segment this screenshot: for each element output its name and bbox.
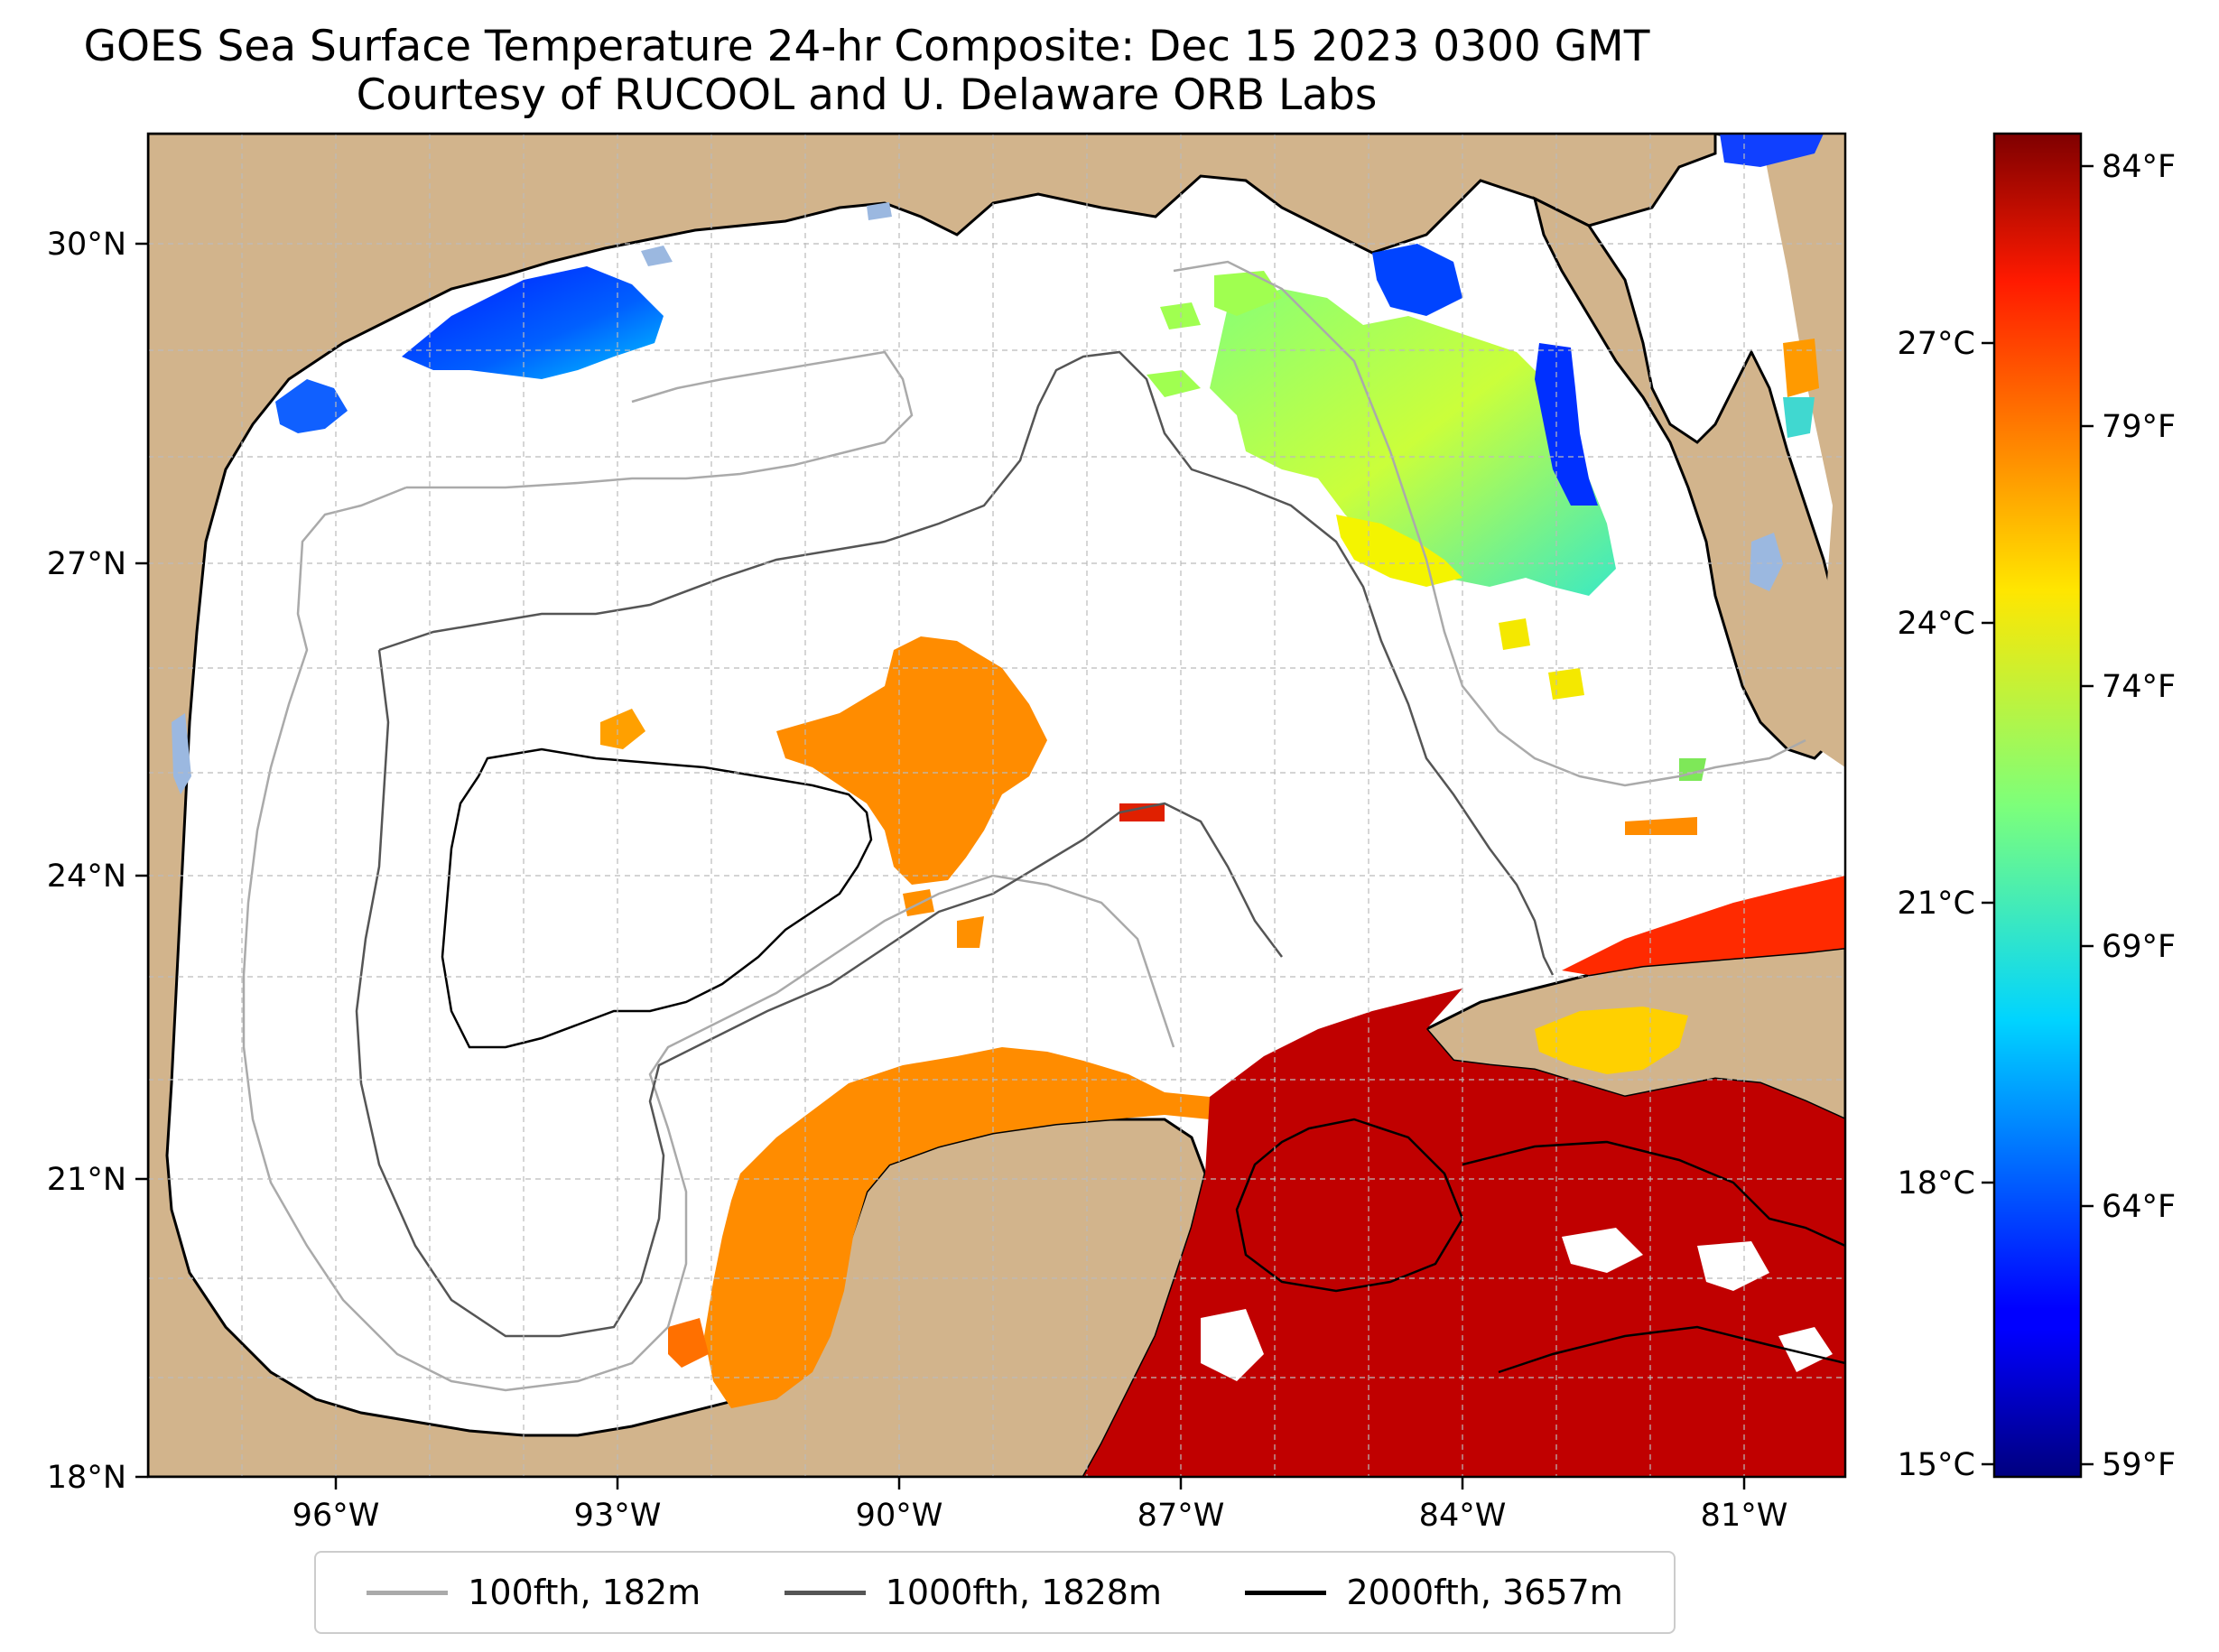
lon-label: 84°W (1419, 1498, 1507, 1534)
legend-label: 100fth, 182m (468, 1573, 701, 1612)
sst-caribbean (1083, 988, 1845, 1477)
celsius-label: 27°C (1898, 326, 1975, 362)
sst-ne-blue (1372, 244, 1462, 316)
lat-label: 21°N (47, 1162, 126, 1198)
lon-label: 87°W (1137, 1498, 1225, 1534)
sst-cuba-north (1562, 876, 1845, 975)
celsius-label: 24°C (1898, 606, 1975, 642)
lat-ticks (135, 242, 148, 1479)
legend-item-1000fth: 1000fth, 1828m (784, 1573, 1162, 1612)
colorbar-fahrenheit-labels: 84°F 79°F 74°F 69°F 64°F 59°F (2102, 149, 2176, 1483)
sst-ne-yellow (1336, 515, 1462, 587)
fahrenheit-label: 74°F (2102, 669, 2176, 705)
fahrenheit-label: 59°F (2102, 1447, 2176, 1483)
sst-campeche-w (668, 1318, 709, 1368)
lake-okeechobee (1750, 533, 1783, 591)
sst-nw-texas (402, 266, 664, 379)
sst-fl-blue (1535, 343, 1598, 506)
lon-label: 93°W (574, 1498, 662, 1534)
lon-ticks (334, 1477, 1746, 1490)
contour-2000fth (441, 747, 1845, 1374)
contour-100fth (242, 260, 1806, 1392)
map-subtitle: Courtesy of RUCOOL and U. Delaware ORB L… (356, 70, 1378, 120)
lon-label: 96°W (292, 1498, 380, 1534)
legend-line-1000fth (784, 1590, 866, 1595)
map-frame (146, 132, 1847, 1479)
sst-nw-greens (1147, 271, 1282, 397)
lat-labels: 30°N 27°N 24°N 21°N 18°N (47, 227, 126, 1496)
sst-central-orange (776, 636, 1047, 885)
sst-fl-east-orange (1783, 339, 1819, 397)
land-florida-east (1760, 134, 1845, 767)
map-title: GOES Sea Surface Temperature 24-hr Compo… (83, 22, 1650, 71)
legend-item-100fth: 100fth, 182m (367, 1573, 701, 1612)
fahrenheit-label: 69°F (2102, 929, 2176, 965)
colorbar-celsius-labels: 27°C 24°C 21°C 18°C 15°C (1898, 326, 1975, 1483)
fahrenheit-label: 84°F (2102, 149, 2176, 185)
colorbar (1992, 132, 2083, 1479)
sst-fl-east (1720, 134, 1824, 167)
legend-label: 2000fth, 3657m (1346, 1573, 1623, 1612)
legend-line-100fth (367, 1590, 449, 1595)
sst-fl-small (1499, 618, 1584, 700)
sst-nw-small (275, 379, 348, 433)
fahrenheit-label: 64°F (2102, 1189, 2176, 1225)
colorbar-celsius-ticks (1982, 341, 1994, 1466)
legend-item-2000fth: 2000fth, 3657m (1245, 1573, 1623, 1612)
sst-small-orange (600, 709, 645, 749)
celsius-label: 21°C (1898, 886, 1975, 922)
legend-line-2000fth (1245, 1590, 1327, 1595)
lon-label: 90°W (856, 1498, 943, 1534)
celsius-label: 15°C (1898, 1447, 1975, 1483)
contour-legend: 100fth, 182m 1000fth, 1828m 2000fth, 365… (314, 1551, 1676, 1634)
lon-labels: 96°W 93°W 90°W 87°W 84°W 81°W (292, 1498, 1788, 1534)
lat-label: 27°N (47, 546, 126, 582)
celsius-label: 18°C (1898, 1165, 1975, 1202)
sst-red-spot (1119, 803, 1165, 821)
sst-small-orange-2 (903, 889, 984, 948)
lake-pontchartrain (641, 202, 892, 266)
lat-label: 24°N (47, 858, 126, 895)
sst-ne-shelf (1210, 289, 1616, 596)
lake-texas (172, 713, 191, 794)
legend-label: 1000fth, 1828m (885, 1573, 1162, 1612)
lon-label: 81°W (1701, 1498, 1788, 1534)
fahrenheit-label: 79°F (2102, 409, 2176, 445)
sst-keys-orange (1625, 817, 1697, 835)
colorbar-fahrenheit-ticks (2081, 164, 2094, 1466)
lat-label: 30°N (47, 227, 126, 263)
sst-campeche (704, 1047, 1210, 1408)
sst-fl-east-cyan (1783, 397, 1815, 438)
gridlines (148, 134, 1845, 1477)
lat-label: 18°N (47, 1460, 126, 1496)
contour-1000fth (355, 350, 1555, 1338)
